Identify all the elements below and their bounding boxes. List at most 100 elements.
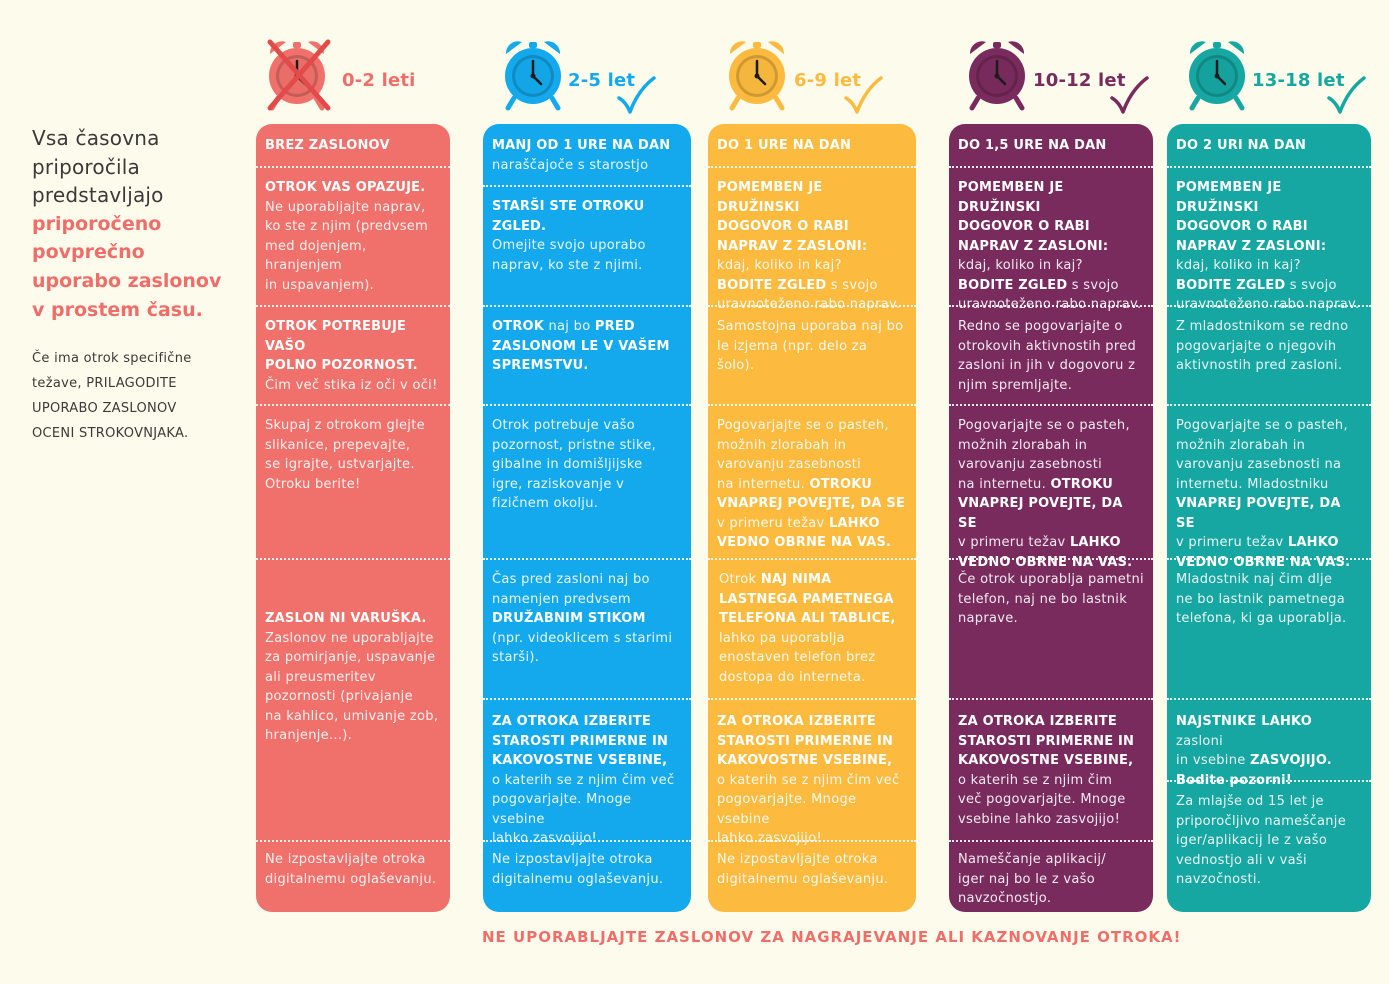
section-divider xyxy=(1167,558,1371,560)
checkmark-icon xyxy=(1327,76,1366,114)
section-divider xyxy=(1167,780,1371,782)
section-line: Otroku berite! xyxy=(265,476,361,492)
section-line: STAROSTI PRIMERNE IN xyxy=(958,733,1135,749)
section-line: gibalne in domišljijske xyxy=(492,457,643,472)
column-section: Pogovarjajte se o pasteh, možnih zlorabah… xyxy=(708,416,916,553)
section-line: DOGOVOR O RABI xyxy=(958,219,1090,234)
section-divider xyxy=(1167,166,1371,168)
section-line: ZA OTROKA IZBERITE xyxy=(717,714,876,729)
section-line: iger naj bo le z vašo xyxy=(958,871,1096,887)
section-line: fizičnem okolju. xyxy=(492,496,599,511)
section-line: naraščajoče s starostjo xyxy=(492,157,649,173)
section-divider xyxy=(483,558,691,560)
section-line: DRUŽABNIM STIKOM xyxy=(492,611,646,626)
section-line: varovanju zasebnosti xyxy=(958,457,1103,472)
section-line: POMEMBEN JE DRUŽINSKI xyxy=(958,180,1064,215)
section-line: VNAPREJ POVEJTE, DA SE xyxy=(717,496,906,511)
section-line: NAJSTNIKE LAHKO zasloni xyxy=(1176,714,1312,749)
section-line: DO 1,5 URE NA DAN xyxy=(958,138,1107,153)
column-section: Otrok NAJ NIMA LASTNEGA PAMETNEGA TELEFONA… xyxy=(708,570,916,687)
column-section: Pogovarjajte se o pasteh, možnih zlorabah… xyxy=(949,416,1153,572)
intro-line: Vsa časovna xyxy=(32,126,160,150)
section-line: ne bo lastnik pametnega xyxy=(1176,591,1345,607)
section-line: možnih zlorabah in xyxy=(1176,437,1306,453)
section-line: na internetu. OTROKU xyxy=(717,476,873,492)
section-divider xyxy=(483,840,691,842)
section-divider xyxy=(1167,698,1371,700)
footer-warning: NE UPORABLJAJTE ZASLONOV ZA NAGRAJEVANJE… xyxy=(482,928,1182,946)
section-line: BODITE ZGLED s svojo xyxy=(1176,277,1337,293)
section-line: starši). xyxy=(492,650,540,665)
age-column-2: DO 1 URE NA DAN POMEMBEN JE DRUŽINSKI DOGO… xyxy=(708,124,916,912)
section-divider xyxy=(256,404,450,406)
column-section: Redno se pogovarjajte o otrokovih aktivno… xyxy=(949,317,1153,395)
section-line: Omejite svojo uporabo xyxy=(492,238,646,253)
age-header-2 xyxy=(722,36,802,116)
section-line: iger/aplikacij le z vašo xyxy=(1176,833,1328,848)
column-section: ZA OTROKA IZBERITE STAROSTI PRIMERNE IN KA… xyxy=(483,712,691,849)
section-line: DOGOVOR O RABI xyxy=(717,219,849,234)
intro-highlight: povprečno xyxy=(32,241,145,264)
section-line: v primeru težav LAHKO xyxy=(717,515,880,531)
section-line: več pogovarjajte. Mnoge xyxy=(958,792,1126,807)
section-line: varovanju zasebnosti na xyxy=(1176,457,1342,472)
section-line: ZA OTROKA IZBERITE xyxy=(958,714,1117,729)
section-line: možnih zlorabah in xyxy=(717,437,847,453)
column-section: OTROK VAS OPAZUJE. Ne uporabljajte naprav… xyxy=(256,178,450,295)
section-line: Zaslonov ne uporabljajte xyxy=(265,630,434,646)
column-section: DO 2 URI NA DAN xyxy=(1167,136,1371,156)
column-section: Samostojna uporaba naj bo le izjema (npr.… xyxy=(708,317,916,376)
section-divider xyxy=(949,305,1153,307)
section-line: OTROK naj bo PRED xyxy=(492,319,635,334)
section-line: DO 2 URI NA DAN xyxy=(1176,138,1307,153)
section-line: vsebine lahko zasvojijo! xyxy=(958,811,1121,827)
section-line: lahko zasvojijo! xyxy=(492,831,597,846)
column-section: BREZ ZASLONOV xyxy=(256,136,450,156)
section-line: aktivnostih pred zasloni. xyxy=(1176,358,1343,373)
section-line: telefona, ki ga uporablja. xyxy=(1176,611,1347,626)
section-line: MANJ OD 1 URE NA DAN xyxy=(492,138,671,153)
column-section: OTROK POTREBUJE VAŠO POLNO POZORNOST. Čim … xyxy=(256,317,450,395)
column-section: ZA OTROKA IZBERITE STAROSTI PRIMERNE IN KA… xyxy=(949,712,1153,829)
column-section: Skupaj z otrokom glejte slikanice, prepev… xyxy=(256,416,450,494)
column-section: STARŠI STE OTROKU ZGLED. Omejite svojo upo… xyxy=(483,197,691,275)
column-section: Ne izpostavljajte otroka digitalnemu ogla… xyxy=(708,850,916,889)
column-section: Z mladostnikom se redno pogovarjajte o nj… xyxy=(1167,317,1371,376)
section-line: DOGOVOR O RABI xyxy=(1176,219,1308,234)
section-divider xyxy=(483,404,691,406)
column-section: Mladostnik naj čim dlje ne bo lastnik pam… xyxy=(1167,570,1371,629)
section-line: Za mlajše od 15 let je xyxy=(1176,794,1324,809)
section-line: POMEMBEN JE DRUŽINSKI xyxy=(1176,180,1282,215)
section-line: enostaven telefon brez xyxy=(719,650,876,665)
section-line: ZASLONOM LE V VAŠEM xyxy=(492,338,670,354)
section-divider xyxy=(1167,305,1371,307)
section-line: in vsebine ZASVOJIJO. xyxy=(1176,753,1332,768)
age-header-1 xyxy=(498,36,578,116)
section-divider xyxy=(949,558,1153,560)
section-line: internetu. Mladostniku xyxy=(1176,476,1329,492)
section-line: vednostjo ali v vaši xyxy=(1176,852,1307,868)
column-section: ZA OTROKA IZBERITE STAROSTI PRIMERNE IN KA… xyxy=(708,712,916,849)
section-divider xyxy=(256,166,450,168)
section-line: v primeru težav LAHKO xyxy=(958,535,1121,550)
section-line: SPREMSTVU. xyxy=(492,358,589,373)
section-line: VNAPREJ POVEJTE, DA SE xyxy=(958,496,1123,531)
checkmark-icon xyxy=(617,76,656,114)
intro-note-line: težave, PRILAGODITE xyxy=(32,376,177,391)
section-line: ali preusmeritev xyxy=(265,669,376,685)
column-section: MANJ OD 1 URE NA DAN naraščajoče s staros… xyxy=(483,136,691,175)
section-line: hranjenje...). xyxy=(265,728,353,743)
checkmark-icon xyxy=(844,76,883,114)
section-line: BODITE ZGLED s svojo xyxy=(717,277,878,293)
section-line: digitalnemu oglaševanju. xyxy=(492,871,664,887)
section-line: Samostojna uporaba naj bo xyxy=(717,319,904,334)
section-line: naprav, ko ste z njimi. xyxy=(492,257,643,273)
age-header-0 xyxy=(262,36,342,116)
section-divider xyxy=(949,404,1153,406)
section-line: uravnoteženo rabo naprav. xyxy=(958,297,1142,312)
section-line: o katerih se z njim čim xyxy=(958,772,1113,788)
section-line: o katerih se z njim čim več xyxy=(492,772,675,788)
section-line: Nameščanje aplikacij/ xyxy=(958,852,1106,867)
intro-highlight: priporočeno xyxy=(32,212,162,235)
section-line: pozornost, pristne stike, xyxy=(492,437,657,453)
